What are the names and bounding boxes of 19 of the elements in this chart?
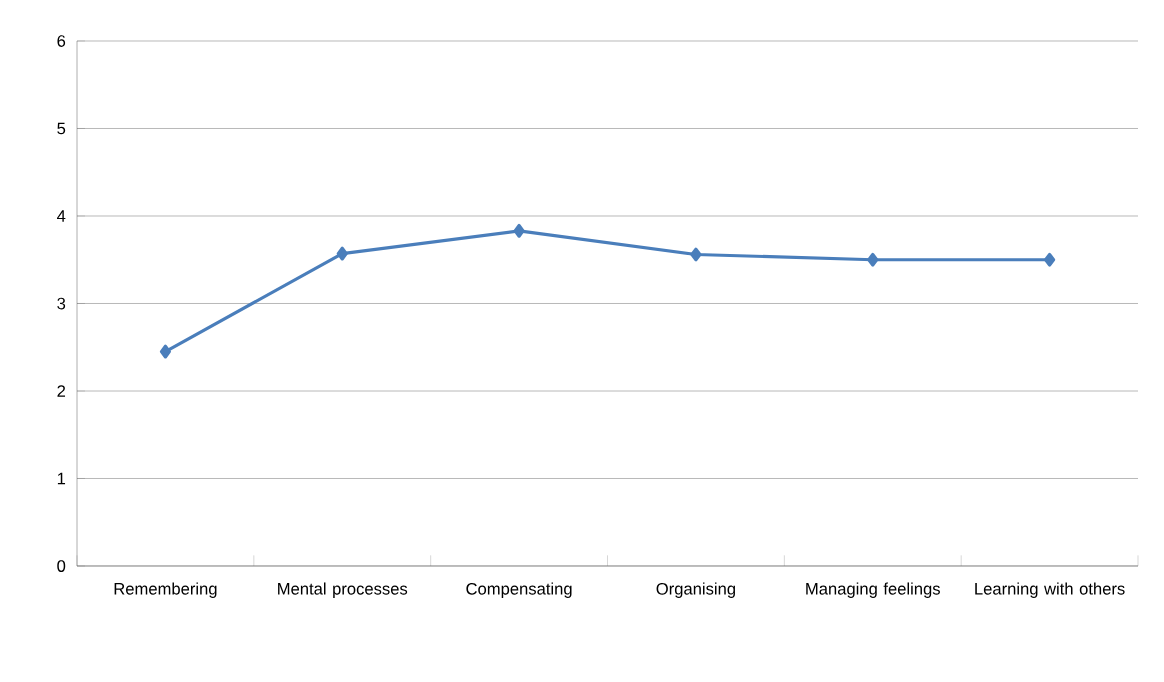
y-tick-label: 4 <box>57 210 66 222</box>
y-tick-label: 5 <box>57 122 66 135</box>
point <box>513 223 525 238</box>
x-tick-label: Managing feelings <box>806 582 940 598</box>
y-tick-label: 1 <box>57 472 66 485</box>
y-tick-label: 2 <box>57 385 66 397</box>
point <box>1044 252 1056 267</box>
x-tick-label: Mental processes <box>278 582 408 598</box>
y-tick-label: 6 <box>57 35 66 47</box>
x-tick-label: Compensating <box>466 582 572 598</box>
point <box>690 247 702 262</box>
y-tick-label: 0 <box>57 560 66 572</box>
point <box>159 344 171 359</box>
x-tick-label: Organising <box>656 582 735 598</box>
x-tick-label: Learning with others <box>975 582 1125 598</box>
y-tick-label: 3 <box>57 297 66 310</box>
point <box>336 246 348 261</box>
x-tick-label: Remembering <box>114 582 217 598</box>
point <box>867 252 879 267</box>
